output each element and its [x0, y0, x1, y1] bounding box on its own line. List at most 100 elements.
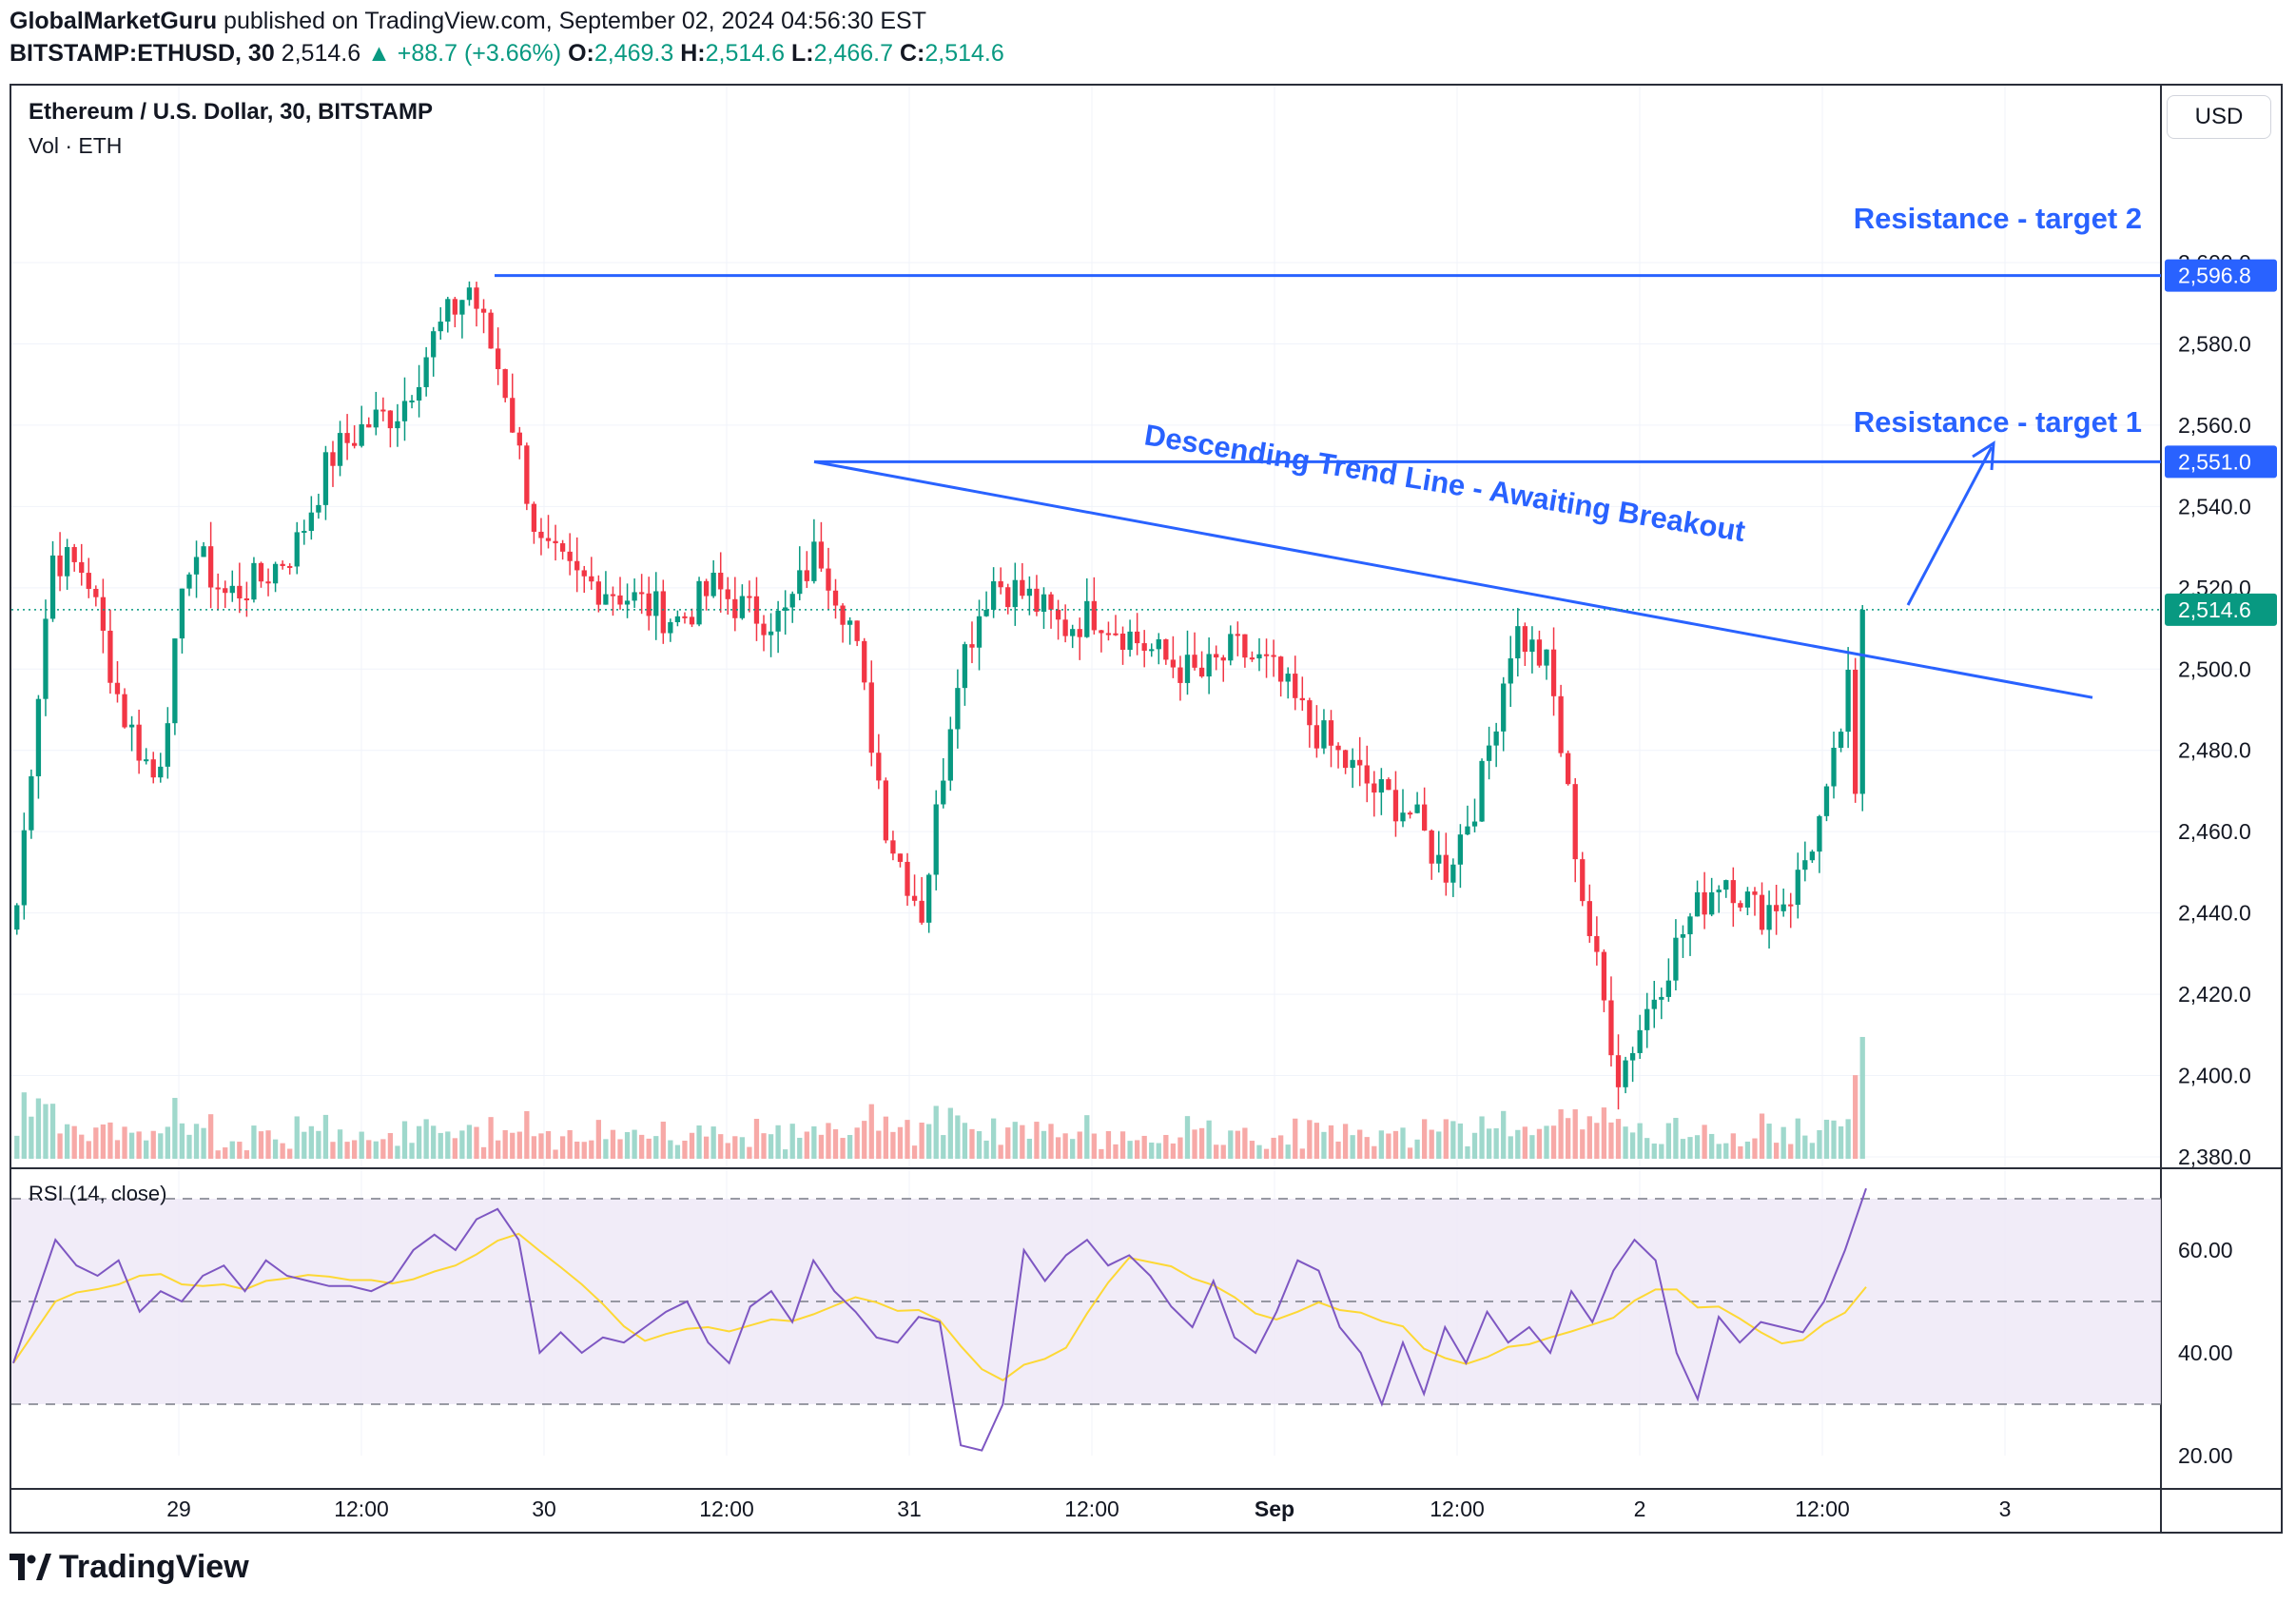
candle: [1795, 870, 1800, 906]
candle: [797, 570, 803, 595]
volume-bar: [1586, 1116, 1592, 1159]
candle: [1328, 720, 1334, 746]
price-label-box: [2165, 259, 2277, 292]
price-tick: 2,460.0: [2178, 819, 2251, 844]
candle: [933, 804, 939, 875]
candle: [488, 312, 494, 349]
price-tick: 2,580.0: [2178, 331, 2251, 356]
candle: [243, 598, 250, 601]
volume-bar: [1566, 1118, 1571, 1159]
volume-bar: [1501, 1110, 1507, 1159]
candle: [1759, 894, 1765, 930]
candle: [1099, 630, 1104, 634]
volume-bar: [804, 1131, 809, 1159]
candle: [1859, 609, 1865, 794]
volume-bar: [502, 1129, 508, 1159]
candle: [768, 631, 774, 636]
candle: [1055, 609, 1061, 620]
volume-bar: [516, 1131, 522, 1159]
candle: [1105, 633, 1112, 636]
volume-bar: [1328, 1125, 1334, 1159]
volume-bar: [574, 1141, 580, 1159]
candle: [739, 596, 746, 618]
candle: [272, 563, 279, 584]
volume-bar: [416, 1125, 422, 1159]
volume-bar: [668, 1140, 673, 1159]
volume-bar: [337, 1129, 343, 1159]
rsi-tick: 60.00: [2178, 1238, 2233, 1262]
volume-bar: [158, 1133, 164, 1159]
candle: [423, 357, 429, 387]
volume-bar: [265, 1130, 271, 1159]
volume-bar: [1350, 1135, 1355, 1159]
volume-bar: [840, 1138, 846, 1159]
price-tick: 2,560.0: [2178, 413, 2251, 438]
candle: [1436, 854, 1442, 864]
candle: [1752, 891, 1758, 895]
volume-bar: [1414, 1139, 1420, 1159]
volume-bar: [1293, 1118, 1298, 1159]
candle: [1629, 1052, 1636, 1061]
candle: [35, 698, 42, 776]
volume-bar: [409, 1143, 415, 1159]
candle: [653, 591, 659, 616]
volume-bar: [674, 1144, 681, 1159]
low-value: 2,466.7: [813, 40, 894, 67]
time-tick: 12:00: [1064, 1496, 1119, 1521]
candle: [207, 546, 214, 588]
volume-bar: [1228, 1130, 1234, 1159]
candle: [466, 287, 473, 301]
chart-frame[interactable]: [10, 84, 2283, 1534]
volume-bar: [1026, 1138, 1033, 1159]
volume-bar: [653, 1136, 659, 1159]
volume-bar: [186, 1134, 192, 1159]
volume-bar: [1357, 1129, 1363, 1159]
volume-bar: [1623, 1126, 1628, 1159]
volume-bar: [911, 1145, 918, 1159]
volume-bar: [1392, 1130, 1399, 1159]
volume-bar: [1278, 1135, 1284, 1159]
currency-button[interactable]: USD: [2167, 95, 2271, 139]
candle: [1601, 951, 1607, 1001]
volume-bar: [1615, 1119, 1622, 1159]
volume-bar: [531, 1136, 537, 1159]
candle: [1414, 804, 1420, 813]
tradingview-logo[interactable]: TradingView: [10, 1549, 249, 1586]
volume-bar: [100, 1124, 107, 1159]
candle: [610, 594, 616, 597]
candle: [496, 348, 501, 370]
volume-bar: [1170, 1143, 1177, 1159]
candle: [193, 557, 200, 575]
candle: [401, 401, 408, 421]
volume-bar: [559, 1136, 566, 1159]
volume-bar: [682, 1140, 688, 1159]
close-value: 2,514.6: [924, 40, 1004, 67]
volume-bar: [1378, 1130, 1384, 1159]
candle: [617, 595, 623, 605]
author-name[interactable]: GlobalMarketGuru: [10, 8, 218, 34]
candle: [1486, 745, 1492, 761]
volume-bar: [387, 1133, 394, 1159]
volume-bar: [1099, 1148, 1104, 1159]
candle: [524, 445, 530, 504]
volume-bar: [1558, 1109, 1564, 1159]
candle: [832, 590, 839, 606]
volume-bar: [1773, 1143, 1780, 1159]
volume-bar: [1141, 1135, 1147, 1159]
volume-bar: [1522, 1126, 1527, 1159]
volume-bar: [1263, 1148, 1270, 1159]
candle: [595, 581, 601, 605]
volume-bar: [689, 1132, 695, 1159]
candle: [603, 594, 609, 605]
volume-bar: [359, 1131, 364, 1159]
volume-bar: [201, 1127, 206, 1159]
volume-bar: [1429, 1129, 1434, 1159]
volume-bar: [1149, 1142, 1155, 1159]
volume-bar: [1853, 1075, 1858, 1159]
candle: [344, 433, 350, 443]
candle: [128, 724, 135, 728]
volume-bar: [1694, 1135, 1701, 1159]
volume-bar: [976, 1130, 983, 1159]
candle: [79, 561, 85, 574]
